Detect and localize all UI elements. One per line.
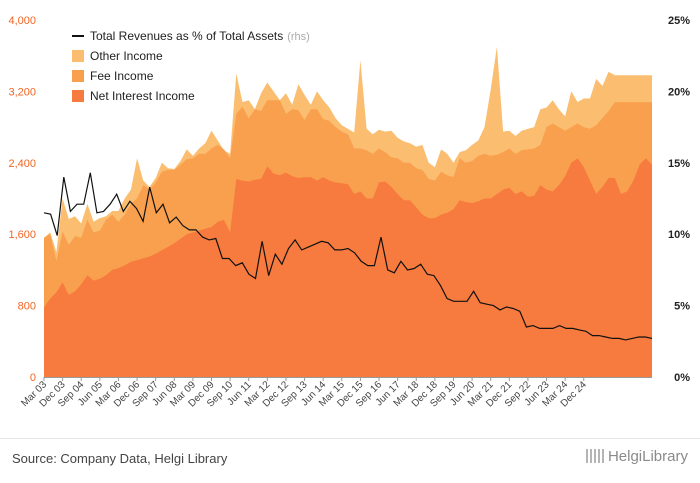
y-right-tick-label: 25% [668, 15, 690, 27]
legend-swatch [72, 70, 84, 82]
line-layer [43, 172, 653, 341]
y-right-tick-label: 0% [674, 372, 690, 384]
y-right-tick-label: 10% [668, 229, 690, 241]
legend-swatch [72, 50, 84, 62]
left-axis: 0 800 1,600 2,400 3,200 4,000 [8, 15, 36, 384]
source-note: Source: Company Data, Helgi Library [12, 451, 228, 466]
legend-label: Fee Income [90, 69, 154, 83]
y-left-tick-label: 2,400 [8, 158, 36, 170]
legend-label: Other Income [90, 49, 163, 63]
y-right-tick-label: 20% [668, 86, 690, 98]
y-left-tick-label: 3,200 [8, 86, 36, 98]
library-icon [585, 449, 604, 463]
revenue-pct-line [43, 172, 653, 341]
brand-name: HelgiLibrary [607, 448, 688, 465]
net-interest-income-area [44, 158, 652, 377]
brand-logo: HelgiLibrary [585, 448, 688, 465]
y-left-tick-label: 800 [18, 301, 36, 313]
legend: Total Revenues as % of Total Assets (rhs)… [72, 29, 310, 103]
footer-divider [0, 438, 700, 439]
legend-rhs-suffix: (rhs) [287, 31, 310, 43]
y-left-tick-label: 1,600 [8, 229, 36, 241]
area-layer [44, 46, 652, 378]
y-right-tick-label: 15% [668, 158, 690, 170]
legend-swatch [72, 90, 84, 102]
legend-label: Net Interest Income [90, 89, 195, 103]
legend-label: Total Revenues as % of Total Assets (rhs) [90, 29, 310, 43]
y-left-tick-label: 4,000 [8, 15, 36, 27]
y-left-tick-label: 0 [30, 372, 36, 384]
revenue-mix-chart: 0 800 1,600 2,400 3,200 4,000 0% 5% 10% 15% 20% 25… [8, 15, 690, 410]
y-right-tick-label: 5% [674, 301, 690, 313]
right-axis: 0% 5% 10% 15% 20% 25% [668, 15, 690, 384]
